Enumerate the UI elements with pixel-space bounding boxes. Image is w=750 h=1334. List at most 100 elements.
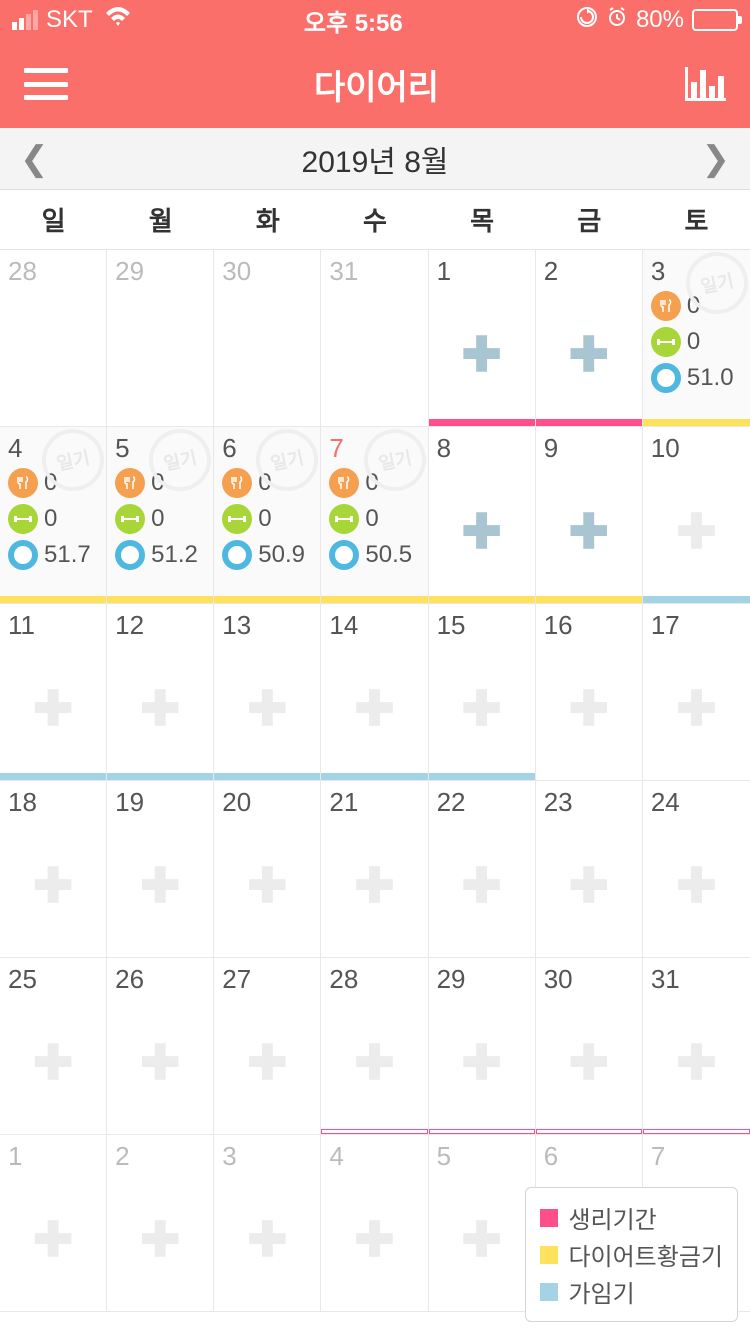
calendar-cell[interactable]: 29 <box>107 250 214 427</box>
add-entry-icon[interactable]: ✚ <box>140 1035 180 1091</box>
calendar-cell[interactable]: 15 ✚ <box>429 604 536 781</box>
calendar-cell[interactable]: 24 ✚ <box>643 781 750 958</box>
period-indicator <box>536 596 642 603</box>
food-icon <box>222 468 252 498</box>
add-entry-icon[interactable]: ✚ <box>462 681 502 737</box>
calendar-cell[interactable]: 13✚ <box>214 604 321 781</box>
add-entry-icon[interactable]: ✚ <box>33 681 73 737</box>
calendar-cell[interactable]: 8✚ <box>429 427 536 604</box>
calendar-cell[interactable]: 11✚ <box>0 604 107 781</box>
calendar-cell[interactable]: 29✚ <box>429 958 536 1135</box>
calendar-cell[interactable]: 9✚ <box>536 427 643 604</box>
add-entry-icon[interactable]: ✚ <box>247 1035 287 1091</box>
calendar-cell[interactable]: 20 ✚ <box>214 781 321 958</box>
add-entry-icon[interactable]: ✚ <box>354 1212 394 1268</box>
battery-icon <box>692 9 738 31</box>
calendar-cell[interactable]: 18✚ <box>0 781 107 958</box>
add-entry-icon[interactable]: ✚ <box>354 681 394 737</box>
calendar-cell[interactable]: 2✚ <box>536 250 643 427</box>
month-label[interactable]: 2019년 8월 <box>302 137 449 181</box>
calendar-cell[interactable]: 25✚ <box>0 958 107 1135</box>
day-number: 15 <box>437 610 527 641</box>
calendar-cell[interactable]: 6일기0050.9 <box>214 427 321 604</box>
calendar-cell[interactable]: 4일기0051.7 <box>0 427 107 604</box>
calendar-cell[interactable]: 26✚ <box>107 958 214 1135</box>
add-entry-icon[interactable]: ✚ <box>569 1035 609 1091</box>
calendar-cell[interactable]: 1✚ <box>0 1135 107 1312</box>
add-entry-icon[interactable]: ✚ <box>354 1035 394 1091</box>
add-entry-icon[interactable]: ✚ <box>462 1212 502 1268</box>
add-entry-icon[interactable]: ✚ <box>462 504 502 560</box>
calendar-cell[interactable]: 28✚ <box>321 958 428 1135</box>
add-entry-icon[interactable]: ✚ <box>462 1035 502 1091</box>
battery-percent: 80% <box>636 6 684 34</box>
calendar-cell[interactable]: 16✚ <box>536 604 643 781</box>
add-entry-icon[interactable]: ✚ <box>247 681 287 737</box>
calendar-cell[interactable]: 14✚ <box>321 604 428 781</box>
chart-icon[interactable] <box>685 67 726 101</box>
calendar-cell[interactable]: 22✚ <box>429 781 536 958</box>
legend-swatch <box>540 1283 558 1301</box>
add-entry-icon[interactable]: ✚ <box>676 1035 716 1091</box>
period-indicator <box>321 596 427 603</box>
next-month-button[interactable]: ❯ <box>702 139 731 179</box>
calendar-cell[interactable]: 31✚ <box>643 958 750 1135</box>
day-number: 3 <box>222 1141 312 1172</box>
calendar-cell[interactable]: 5✚ <box>429 1135 536 1312</box>
food-icon <box>115 468 145 498</box>
calendar-cell[interactable]: 1✚ <box>429 250 536 427</box>
add-entry-icon[interactable]: ✚ <box>462 858 502 914</box>
period-indicator <box>643 596 750 603</box>
day-number: 24 <box>651 787 742 818</box>
add-entry-icon[interactable]: ✚ <box>569 681 609 737</box>
weight-value: 50.5 <box>365 541 412 569</box>
calendar-cell[interactable]: 12✚ <box>107 604 214 781</box>
calendar-cell[interactable]: 17✚ <box>643 604 750 781</box>
add-entry-icon[interactable]: ✚ <box>676 504 716 560</box>
period-indicator <box>429 596 535 603</box>
add-entry-icon[interactable]: ✚ <box>462 327 502 383</box>
day-number: 19 <box>115 787 205 818</box>
prev-month-button[interactable]: ❮ <box>20 139 49 179</box>
calendar-cell[interactable]: 21✚ <box>321 781 428 958</box>
calendar-cell[interactable]: 19 ✚ <box>107 781 214 958</box>
add-entry-icon[interactable]: ✚ <box>354 858 394 914</box>
calendar-cell[interactable]: 30✚ <box>536 958 643 1135</box>
calendar-cell[interactable]: 31 <box>321 250 428 427</box>
add-entry-icon[interactable]: ✚ <box>33 1212 73 1268</box>
add-entry-icon[interactable]: ✚ <box>569 327 609 383</box>
add-entry-icon[interactable]: ✚ <box>33 858 73 914</box>
add-entry-icon[interactable]: ✚ <box>140 1212 180 1268</box>
add-entry-icon[interactable]: ✚ <box>247 1212 287 1268</box>
add-entry-icon[interactable]: ✚ <box>140 858 180 914</box>
calendar-cell[interactable]: 2✚ <box>107 1135 214 1312</box>
period-indicator <box>0 773 106 780</box>
calendar-cell[interactable]: 4✚ <box>321 1135 428 1312</box>
add-entry-icon[interactable]: ✚ <box>676 681 716 737</box>
weekday-label: 금 <box>536 190 643 249</box>
add-entry-icon[interactable]: ✚ <box>676 858 716 914</box>
add-entry-icon[interactable]: ✚ <box>569 504 609 560</box>
legend-label: 가임기 <box>568 1274 634 1309</box>
calendar-cell[interactable]: 3일기0051.0 <box>643 250 750 427</box>
entry-row: 51.2 <box>115 540 205 570</box>
calendar-cell[interactable]: 28 <box>0 250 107 427</box>
calendar-cell[interactable]: 27 ✚ <box>214 958 321 1135</box>
day-number: 1 <box>437 256 527 287</box>
add-entry-icon[interactable]: ✚ <box>140 681 180 737</box>
rotation-lock-icon <box>576 6 598 35</box>
calendar-cell[interactable]: 23✚ <box>536 781 643 958</box>
calendar-cell[interactable]: 7일기0050.5 <box>321 427 428 604</box>
entry-row: 0 <box>222 504 312 534</box>
add-entry-icon[interactable]: ✚ <box>569 858 609 914</box>
calendar-cell[interactable]: 3✚ <box>214 1135 321 1312</box>
calendar-cell[interactable]: 5일기0051.2 <box>107 427 214 604</box>
menu-icon[interactable] <box>24 68 68 100</box>
calendar-cell[interactable]: 10✚ <box>643 427 750 604</box>
calendar-cell[interactable]: 30 <box>214 250 321 427</box>
add-entry-icon[interactable]: ✚ <box>247 858 287 914</box>
add-entry-icon[interactable]: ✚ <box>33 1035 73 1091</box>
day-number: 20 <box>222 787 312 818</box>
day-number: 27 <box>222 964 312 995</box>
day-number: 30 <box>222 256 312 287</box>
